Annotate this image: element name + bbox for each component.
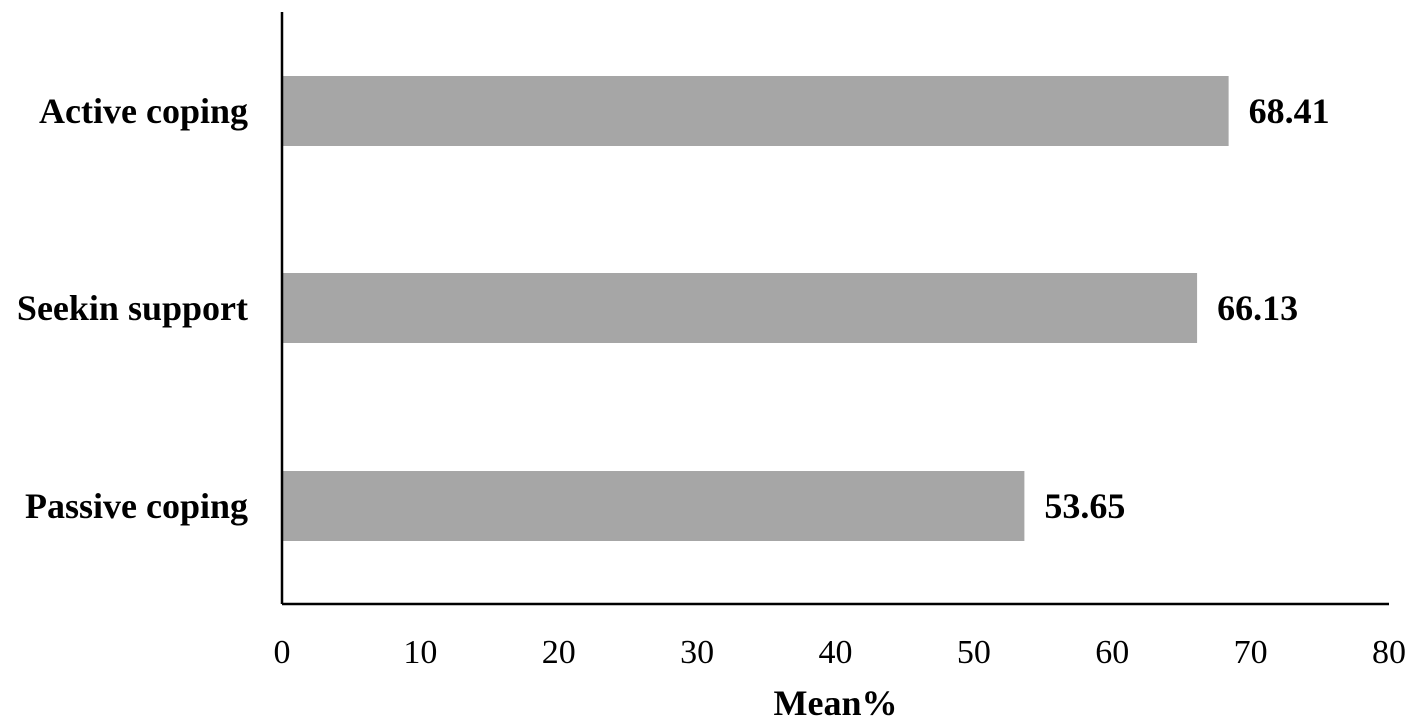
category-label: Active coping <box>39 91 248 131</box>
bar-active-coping <box>282 76 1229 146</box>
bars-layer <box>282 76 1229 541</box>
x-tick-label: 10 <box>403 634 437 671</box>
bar-passive-coping <box>282 471 1025 541</box>
x-tick-label: 50 <box>957 634 991 671</box>
value-label: 53.65 <box>1044 486 1125 526</box>
category-label: Passive coping <box>25 486 248 526</box>
x-tick-labels: 0 10 20 30 40 50 60 70 80 <box>274 634 1407 671</box>
axes-layer <box>280 12 1389 606</box>
x-tick-label: 80 <box>1372 634 1406 671</box>
bar-seekin-support <box>282 273 1198 343</box>
x-tick-label: 30 <box>680 634 714 671</box>
value-label: 68.41 <box>1249 91 1330 131</box>
category-label: Seekin support <box>17 288 248 328</box>
x-tick-label: 0 <box>274 634 291 671</box>
value-label: 66.13 <box>1217 288 1298 328</box>
x-tick-label: 20 <box>542 634 576 671</box>
labels-layer: Active coping 68.41 Seekin support 66.13 Pas… <box>17 91 1330 526</box>
x-tick-label: 70 <box>1234 634 1268 671</box>
x-tick-label: 60 <box>1095 634 1129 671</box>
x-tick-label: 40 <box>819 634 853 671</box>
x-axis-title: Mean% <box>774 683 898 723</box>
